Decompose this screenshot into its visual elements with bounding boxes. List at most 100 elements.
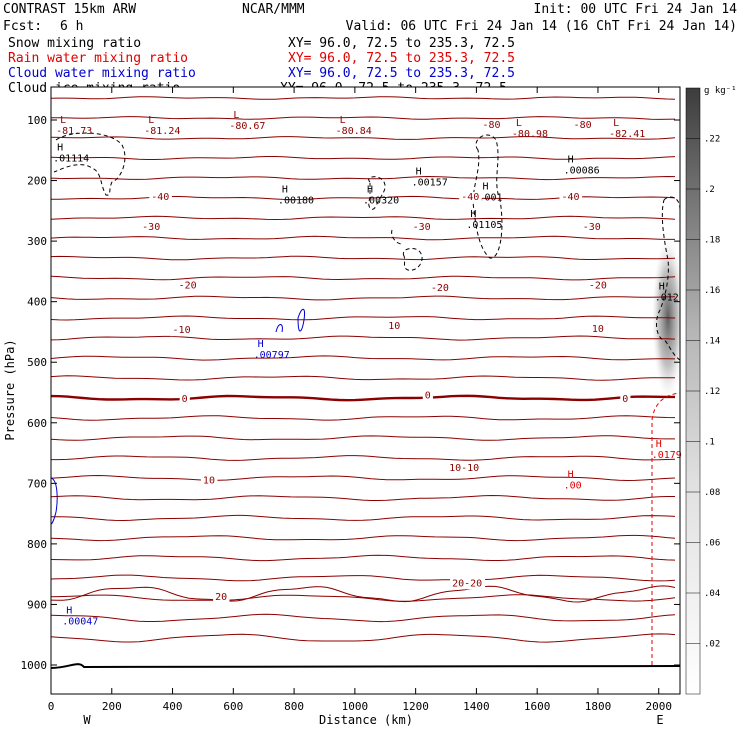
contour-label: -20	[431, 283, 449, 294]
isotherm-contour	[51, 335, 676, 341]
isotherm-contour	[51, 315, 676, 321]
contour-label-background	[140, 222, 163, 234]
x-tick-label: 1800	[585, 700, 612, 713]
extremum-symbol: H	[568, 154, 574, 165]
extremum-value: .00157	[412, 178, 448, 189]
extremum-label: H.01114	[53, 142, 89, 164]
isotherm-contour	[51, 633, 676, 643]
contour-label: -30	[583, 222, 601, 233]
isotherm-contour	[51, 415, 676, 421]
extremum-symbol: L	[516, 118, 522, 129]
extremum-value: .00047	[62, 617, 98, 628]
extremum-value: .00320	[363, 196, 399, 207]
contour-label-background	[410, 222, 434, 234]
isotherm-contour	[51, 215, 676, 221]
isotherm-contour	[51, 594, 676, 602]
extremum-symbol: H	[656, 439, 662, 450]
extremum-label: H.00797	[254, 339, 290, 361]
cloud-ice-contours	[53, 132, 680, 361]
contour-label: -80	[482, 120, 500, 131]
extremum-label: L-81.24	[144, 115, 180, 137]
extremum-value: .001	[478, 193, 502, 204]
extremum-value: .0179	[652, 450, 682, 461]
isotherm-contour	[51, 613, 676, 623]
colorbar-units: g kg⁻¹	[704, 86, 737, 96]
contour-label: 10	[203, 475, 215, 486]
extremum-value: -82.41	[609, 129, 645, 140]
isotherm-contour	[51, 255, 676, 261]
y-tick-label: 300	[27, 235, 47, 248]
contour-label-background	[447, 463, 483, 475]
isotherm-contour	[51, 235, 675, 241]
contour-label-background	[571, 119, 595, 131]
extremum-value: .012	[655, 293, 679, 304]
extremum-symbol: H	[568, 469, 574, 480]
contour-label-background	[176, 280, 200, 292]
y-tick-label: 1000	[21, 659, 48, 672]
extremum-value: .00797	[254, 350, 290, 361]
contour-label: -80	[574, 120, 592, 131]
extremum-value: .00086	[564, 165, 600, 176]
isotherm-contour	[51, 355, 676, 361]
extremum-label: L-81.73	[56, 115, 92, 137]
contour-label: 0	[622, 394, 628, 405]
extremum-symbol: H	[57, 142, 63, 153]
isotherm-contour	[51, 455, 676, 461]
isotherm-contour	[51, 534, 676, 542]
extremum-label: H.001	[478, 182, 502, 204]
isotherm-contour	[51, 494, 675, 501]
org-label: NCAR/MMM	[242, 2, 305, 17]
contour-label: -20	[179, 280, 197, 291]
legend-rain-xy: XY= 96.0, 72.5 to 235.3, 72.5	[288, 51, 515, 66]
extremum-value: -81.24	[144, 126, 180, 137]
x-tick-label: 600	[223, 700, 243, 713]
contour-label-background	[586, 280, 610, 292]
colorbar-ticks: .02 .04 .06 .08 .1 .12 .14 .16 .18 .2 .22	[686, 135, 720, 650]
isotherm-contour	[51, 175, 676, 181]
extremum-symbol: L	[60, 115, 66, 126]
contour-label: 10	[592, 324, 604, 335]
legend-snow-name: Snow mixing ratio	[8, 36, 141, 51]
forecast-hours: 6 h	[60, 19, 83, 34]
isotherm-contour	[51, 435, 675, 441]
isotherm-contour	[51, 156, 676, 160]
model-title: CONTRAST 15km ARW	[3, 2, 136, 17]
contour-label-background	[620, 394, 631, 406]
contour-label-background	[459, 191, 482, 203]
y-tick-label: 400	[27, 296, 47, 309]
extremum-value: .01114	[53, 153, 89, 164]
extremum-label: L-80.98	[512, 118, 548, 140]
extremum-symbol: H	[66, 606, 72, 617]
colorbar-tick-label: .2	[704, 185, 715, 195]
isotherm-contour	[51, 574, 676, 582]
rain-water-contours	[651, 392, 680, 665]
isotherm-contour	[51, 474, 676, 482]
extremum-symbol: H	[470, 209, 476, 220]
forecast-label: Fcst:	[3, 19, 42, 34]
extremum-label: L-82.41	[609, 118, 645, 140]
colorbar-tick-label: .06	[704, 539, 720, 549]
contour-label-background	[428, 282, 452, 294]
isotherm-contour	[51, 585, 676, 603]
isotherm-contour	[51, 116, 676, 120]
colorbar-tick-label: .22	[704, 135, 720, 145]
contour-label-background	[422, 390, 433, 402]
extremum-symbol: L	[613, 118, 619, 129]
surface-line	[51, 663, 680, 669]
colorbar-tick-label: .14	[704, 337, 720, 347]
isotherm-contour	[51, 375, 675, 381]
extremum-symbol: L	[233, 110, 239, 121]
x-tick-label: 400	[163, 700, 183, 713]
contour-label-background	[386, 320, 403, 332]
contour-label-background	[450, 578, 486, 590]
extremum-value: .00180	[278, 196, 314, 207]
extremum-symbol: L	[148, 115, 154, 126]
extremum-label: H.00320	[363, 185, 399, 207]
x-tick-label: 200	[102, 700, 122, 713]
x-end-label-east: E	[656, 713, 663, 727]
extremum-symbol: H	[482, 182, 488, 193]
x-axis-label: Distance (km)	[319, 713, 413, 727]
valid-time: Valid: 06 UTC Fri 24 Jan 14 (16 ChT Fri …	[346, 19, 737, 34]
extremum-symbol: H	[416, 167, 422, 178]
